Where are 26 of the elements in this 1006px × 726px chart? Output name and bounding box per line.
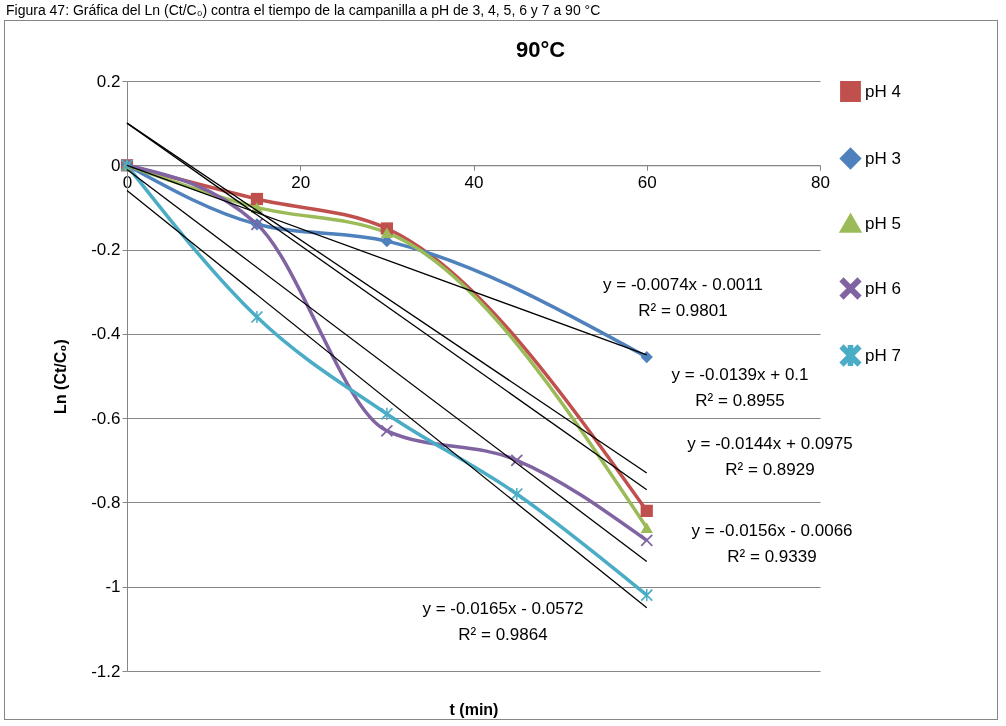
y-tick-label: -1 — [105, 577, 121, 597]
legend-label: pH 7 — [865, 345, 901, 365]
legend-label: pH 5 — [865, 213, 901, 233]
annotation: y = -0.0144x + 0.0975 R² = 0.8929 — [687, 434, 853, 479]
legend-label: pH 3 — [865, 148, 901, 168]
x-tick-label: 20 — [291, 172, 311, 192]
legend-label: pH 4 — [865, 81, 901, 101]
x-axis-title: t (min) — [449, 700, 499, 718]
text: Figura 47: Gráfica del Ln (Ct/C₀) contra el tiempo de la campanilla a pH de 3, 4, 5, 6 y 7 a 90 °C — [5, 1, 602, 20]
x-tick-label: 40 — [464, 172, 484, 192]
y-axis-title: Ln (Ct/C₀) — [52, 339, 70, 414]
annotation: y = -0.0074x - 0.0011 R² = 0.9801 — [603, 275, 763, 320]
y-tick-label: 0.2 — [96, 71, 121, 91]
y-tick-label: -0.2 — [91, 240, 121, 260]
y-tick-label: -0.4 — [91, 324, 121, 344]
y-tick-label: -1.2 — [91, 661, 121, 681]
y-tick-label: 0 — [111, 155, 121, 175]
annotation: y = -0.0165x - 0.0572 R² = 0.9864 — [422, 599, 584, 644]
x-tick-label: 60 — [637, 172, 657, 192]
chart-title: 90°C — [515, 37, 566, 62]
x-tick-label: 80 — [811, 172, 830, 192]
y-tick-label: -0.8 — [91, 492, 121, 512]
annotation: y = -0.0156x - 0.0066 R² = 0.9339 — [691, 521, 853, 566]
y-tick-label: -0.6 — [91, 408, 121, 428]
annotation: y = -0.0139x + 0.1 R² = 0.8955 — [671, 365, 809, 410]
legend-label: pH 6 — [865, 278, 901, 298]
